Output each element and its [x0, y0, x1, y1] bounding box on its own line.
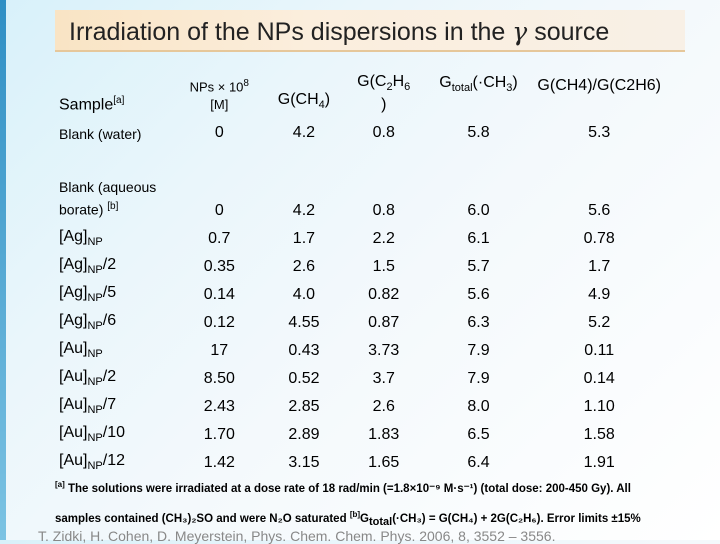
- cell-nps: 2.43: [203, 398, 235, 415]
- cell-nps: 0.35: [203, 258, 235, 275]
- cell-ratio: 5.6: [588, 202, 611, 219]
- cell-gtotal: 6.0: [467, 202, 490, 219]
- cell-gtotal: 6.4: [467, 454, 490, 471]
- cell-gc2h6: 1.5: [372, 258, 395, 275]
- cell-nps: 17: [210, 342, 229, 359]
- cell-ratio: 5.3: [588, 124, 611, 141]
- cell-nps: 1.42: [203, 454, 235, 471]
- cell-ratio: 5.2: [588, 314, 611, 331]
- cell-gtotal: 6.1: [467, 230, 490, 247]
- cell-sample: [Au]NP: [59, 339, 103, 360]
- cell-sample: Blank (water): [59, 126, 142, 142]
- cell-gtotal: 7.9: [467, 342, 490, 359]
- cell-gtotal: 5.7: [467, 258, 490, 275]
- table-row: [Ag]NP 0.7 1.7 2.2 6.1 0.78: [55, 220, 665, 248]
- cell-ratio: 1.7: [588, 258, 611, 275]
- cell-gtotal: 6.3: [467, 314, 490, 331]
- title-bar: Irradiation of the NPs dispersions in th…: [55, 10, 685, 52]
- cell-gc2h6: 3.7: [372, 370, 395, 387]
- table-row: [Au]NP/2 8.50 0.52 3.7 7.9 0.14: [55, 360, 665, 388]
- cell-gch4: 1.7: [292, 230, 316, 247]
- results-table: Sample[a] NPs × 108 [M] G(CH4) G(C2H6 ) …: [55, 58, 665, 472]
- slide-title: Irradiation of the NPs dispersions in th…: [69, 17, 609, 47]
- header-row: Sample[a] NPs × 108 [M] G(CH4) G(C2H6 ) …: [55, 58, 665, 114]
- cell-ratio: 0.78: [583, 230, 615, 247]
- table-row: [Au]NP/12 1.42 3.15 1.65 6.4 1.91: [55, 444, 665, 472]
- cell-ratio: 1.91: [583, 454, 615, 471]
- cell-sample: [Ag]NP/5: [59, 283, 117, 304]
- cell-gc2h6: 1.83: [368, 426, 400, 443]
- cell-sample: [Au]NP/2: [59, 367, 117, 388]
- cell-gch4: 0.52: [288, 370, 320, 387]
- table-row: [Ag]NP/6 0.12 4.55 0.87 6.3 5.2: [55, 304, 665, 332]
- cell-nps: 1.70: [203, 426, 235, 443]
- cell-nps: 0: [214, 202, 224, 219]
- cell-gc2h6: 1.65: [368, 454, 400, 471]
- cell-sample: [Au]NP/12: [59, 451, 125, 472]
- cell-nps: 0.12: [203, 314, 235, 331]
- table-row: [Ag]NP/2 0.35 2.6 1.5 5.7 1.7: [55, 248, 665, 276]
- cell-gch4: 2.85: [288, 398, 320, 415]
- cell-gc2h6: 2.2: [372, 230, 395, 247]
- cell-sample: Blank (aqueous borate) [b]: [59, 179, 157, 218]
- gamma-symbol: γ: [512, 17, 528, 46]
- table-row: [Au]NP/7 2.43 2.85 2.6 8.0 1.10: [55, 388, 665, 416]
- cell-gch4: 2.89: [288, 426, 320, 443]
- cell-gch4: 4.2: [292, 202, 316, 219]
- cell-nps: 0: [214, 124, 224, 141]
- footnote: [a] The solutions were irradiated at a d…: [55, 472, 655, 535]
- title-suffix: source: [534, 18, 610, 46]
- cell-ratio: 1.10: [583, 398, 615, 415]
- cell-nps: 0.7: [208, 230, 231, 247]
- header-sample: Sample[a]: [59, 94, 125, 113]
- header-gc2h6: G(C2H6 ): [357, 72, 411, 113]
- cell-gc2h6: 0.82: [368, 286, 400, 303]
- footnote-line-1: [a] The solutions were irradiated at a d…: [55, 480, 631, 495]
- cell-sample: [Au]NP/7: [59, 395, 117, 416]
- cell-gtotal: 5.6: [467, 286, 490, 303]
- cell-gc2h6: 0.87: [368, 314, 400, 331]
- cell-ratio: 1.58: [583, 426, 615, 443]
- citation: T. Zidki, H. Cohen, D. Meyerstein, Phys.…: [38, 528, 556, 544]
- cell-ratio: 0.11: [584, 342, 615, 359]
- header-gtotal: Gtotal(·CH3): [439, 74, 518, 95]
- cell-gc2h6: 2.6: [372, 398, 395, 415]
- cell-gc2h6: 3.73: [368, 342, 400, 359]
- header-nps: NPs × 108 [M]: [189, 77, 249, 112]
- table-row: [Au]NP 17 0.43 3.73 7.9 0.11: [55, 332, 665, 360]
- table-row: Blank (aqueous borate) [b] 0 4.2 0.8 6.0 5.6: [55, 142, 665, 220]
- cell-ratio: 4.9: [588, 286, 611, 303]
- header-gch4: G(CH4): [277, 90, 331, 111]
- cell-sample: [Ag]NP/2: [59, 255, 117, 276]
- cell-gch4: 4.2: [292, 124, 316, 141]
- cell-gch4: 3.15: [288, 454, 320, 471]
- cell-gc2h6: 0.8: [372, 202, 395, 219]
- cell-gch4: 2.6: [292, 258, 316, 275]
- cell-sample: [Ag]NP: [59, 227, 103, 248]
- cell-sample: [Au]NP/10: [59, 423, 125, 444]
- cell-sample: [Ag]NP/6: [59, 311, 117, 332]
- cell-gc2h6: 0.8: [372, 124, 395, 141]
- cell-gtotal: 8.0: [467, 398, 490, 415]
- cell-gch4: 4.55: [288, 314, 320, 331]
- table-row: [Au]NP/10 1.70 2.89 1.83 6.5 1.58: [55, 416, 665, 444]
- table-row: Blank (water) 0 4.2 0.8 5.8 5.3: [55, 114, 665, 142]
- title-text: Irradiation of the NPs dispersions in th…: [69, 18, 506, 46]
- cell-ratio: 0.14: [583, 370, 615, 387]
- header-ratio: G(CH4)/G(C2H6): [537, 77, 661, 94]
- cell-gch4: 4.0: [292, 286, 316, 303]
- cell-gtotal: 6.5: [467, 426, 490, 443]
- cell-gtotal: 5.8: [467, 124, 490, 141]
- cell-nps: 0.14: [203, 286, 235, 303]
- cell-nps: 8.50: [203, 370, 235, 387]
- cell-gch4: 0.43: [288, 342, 320, 359]
- table-row: [Ag]NP/5 0.14 4.0 0.82 5.6 4.9: [55, 276, 665, 304]
- footnote-line-2: samples contained (CH₃)₂SO and were N₂O …: [55, 509, 641, 528]
- cell-gtotal: 7.9: [467, 370, 490, 387]
- left-accent-bar: [0, 0, 6, 540]
